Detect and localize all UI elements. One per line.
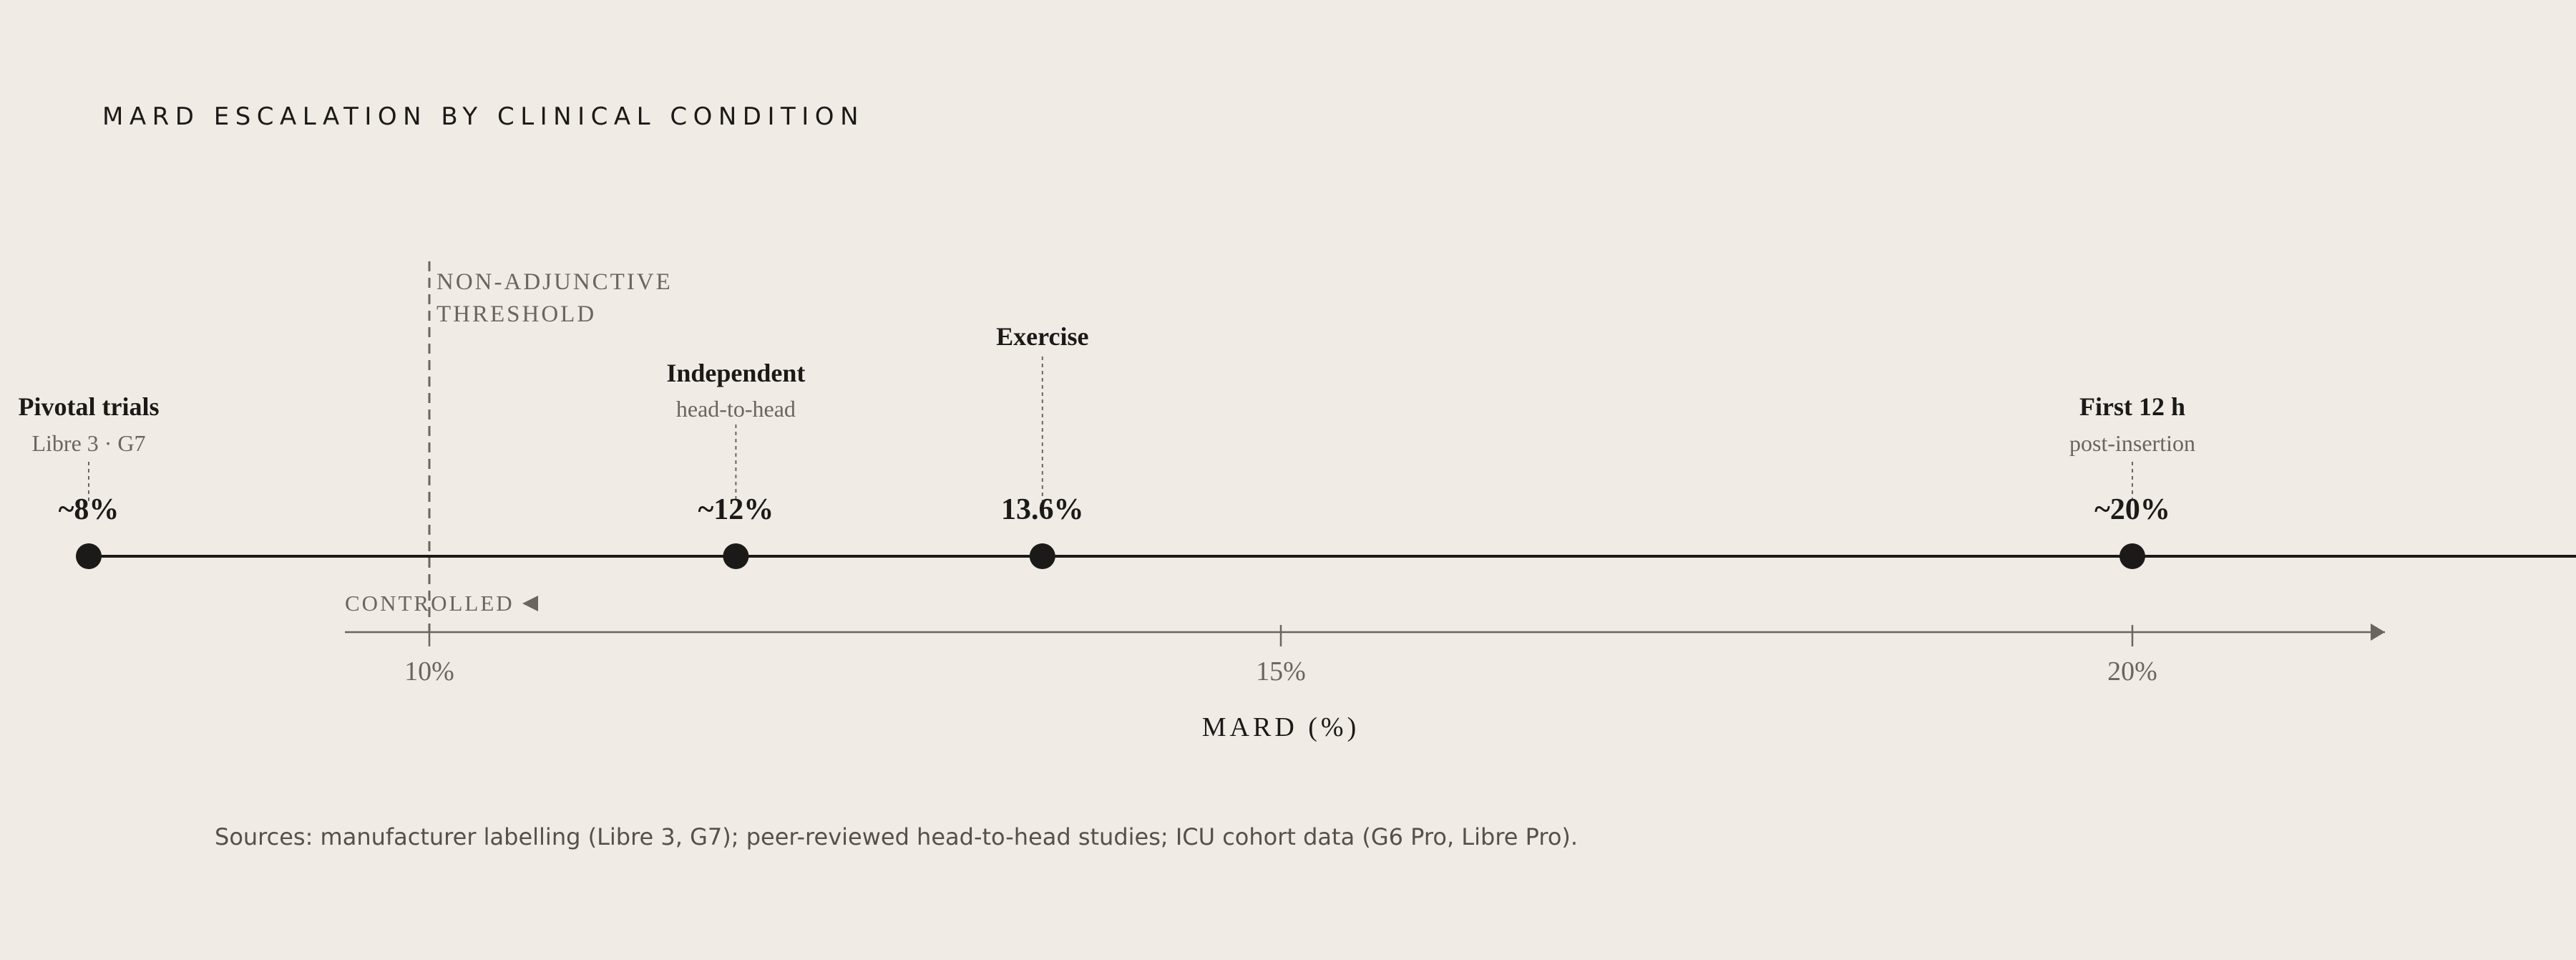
point-value-label: ~12% (698, 493, 774, 526)
point-category-label: Independent (666, 359, 805, 387)
point-value-label: ~20% (2094, 493, 2170, 526)
data-point (1029, 543, 1055, 569)
point-value-label: 13.6% (1001, 493, 1084, 526)
sources-note: Sources: manufacturer labelling (Libre 3… (215, 823, 1579, 850)
data-point (76, 543, 102, 569)
data-point (2119, 543, 2145, 569)
threshold-label: NON-ADJUNCTIVE (436, 269, 673, 295)
point-sub-label: post-insertion (2069, 430, 2195, 456)
point-category-label: Pivotal trials (19, 392, 160, 421)
chart-title: MARD ESCALATION BY CLINICAL CONDITION (102, 102, 865, 131)
threshold-label: THRESHOLD (436, 301, 596, 327)
point-category-label: Exercise (996, 322, 1088, 351)
point-sub-label: head-to-head (676, 396, 796, 422)
x-tick-label: 20% (2107, 656, 2157, 687)
x-axis-title: MARD (%) (1202, 712, 1360, 742)
point-value-label: ~8% (59, 493, 119, 526)
x-axis-arrow (2371, 624, 2385, 641)
direction-arrow-icon (522, 596, 538, 611)
x-tick-label: 15% (1256, 656, 1306, 687)
point-category-label: First 12 h (2079, 392, 2185, 421)
point-sub-label: Libre 3 · G7 (31, 430, 145, 456)
data-point (723, 543, 749, 569)
x-tick-label: 10% (404, 656, 454, 687)
